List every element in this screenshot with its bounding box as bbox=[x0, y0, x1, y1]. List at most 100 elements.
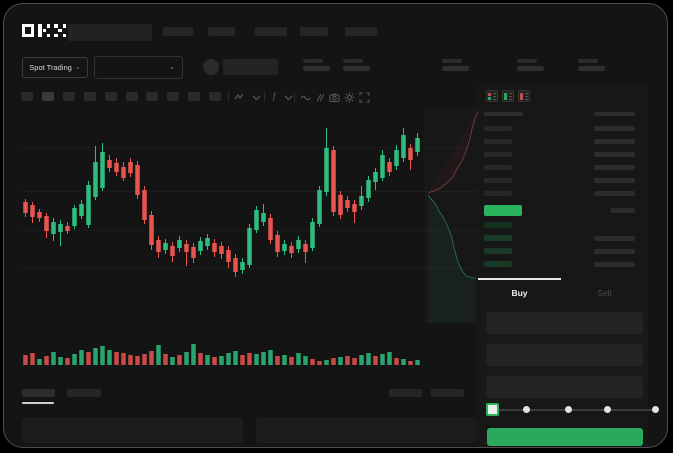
chevron-down-icon: ⌄ bbox=[74, 64, 81, 71]
orderbook-header-price-placeholder bbox=[484, 112, 523, 116]
chevron-down-icon: ⌄ bbox=[169, 64, 175, 71]
okx-logo-o bbox=[22, 24, 34, 37]
nav-item-placeholder[interactable] bbox=[345, 27, 377, 36]
instrument-name-placeholder bbox=[223, 59, 278, 75]
chart-gridline bbox=[22, 268, 478, 269]
bid-row-price-placeholder[interactable] bbox=[484, 261, 512, 267]
ask-row-amount-placeholder[interactable] bbox=[594, 139, 635, 144]
bid-row-amount-placeholder[interactable] bbox=[594, 249, 635, 254]
bid-row-price-placeholder[interactable] bbox=[484, 235, 512, 241]
slider-handle[interactable] bbox=[486, 403, 499, 416]
bids-only-icon[interactable] bbox=[502, 90, 514, 102]
chart-style-icon[interactable] bbox=[233, 91, 245, 103]
ticker-stat-value-placeholder bbox=[517, 66, 544, 71]
fullscreen-icon[interactable] bbox=[358, 91, 370, 103]
slider-dot[interactable] bbox=[652, 406, 659, 413]
bid-row-amount-placeholder[interactable] bbox=[594, 262, 635, 267]
orderbook-header-amount-placeholder bbox=[594, 112, 635, 116]
ticker-stat-value-placeholder bbox=[343, 66, 370, 71]
market-type-label: Spot Trading bbox=[29, 63, 72, 72]
okx-logo-x bbox=[54, 24, 66, 37]
ticker-stat-label-placeholder bbox=[343, 59, 363, 63]
ask-row-amount-placeholder[interactable] bbox=[594, 191, 635, 196]
settings-gear-icon[interactable] bbox=[343, 91, 355, 103]
slider-dot[interactable] bbox=[565, 406, 572, 413]
ticker-stat-label-placeholder bbox=[303, 59, 323, 63]
ticker-stat-value-placeholder bbox=[442, 66, 469, 71]
slider-dot[interactable] bbox=[523, 406, 530, 413]
bid-row-price-placeholder[interactable] bbox=[484, 248, 512, 254]
market-type-dropdown[interactable]: Spot Trading ⌄ bbox=[22, 57, 88, 78]
toolbar-separator bbox=[294, 91, 295, 102]
nav-item-placeholder[interactable] bbox=[300, 27, 328, 36]
last-price-amount-placeholder bbox=[610, 208, 635, 213]
bid-row-amount-placeholder[interactable] bbox=[594, 236, 635, 241]
ticker-stat-label-placeholder bbox=[442, 59, 462, 63]
orders-filter-placeholder[interactable] bbox=[389, 389, 422, 397]
nav-item-placeholder[interactable] bbox=[255, 27, 287, 36]
ticker-stat-value-placeholder bbox=[303, 66, 330, 71]
ask-row-price-placeholder[interactable] bbox=[484, 178, 512, 183]
price-input-placeholder[interactable] bbox=[486, 312, 643, 334]
chart-gridline bbox=[22, 191, 478, 192]
orders-table-placeholder bbox=[22, 417, 243, 443]
pair-selector-dropdown[interactable]: ⌄ bbox=[94, 56, 183, 79]
indicators-fx-icon[interactable]: ƒ bbox=[271, 91, 277, 101]
orders-filter-placeholder[interactable] bbox=[431, 389, 464, 397]
timeframe-button[interactable] bbox=[41, 92, 54, 101]
ticker-stat-label-placeholder bbox=[517, 59, 537, 63]
timeframe-button[interactable] bbox=[188, 92, 201, 101]
depth-chart-panel bbox=[425, 107, 479, 323]
sell-tab[interactable]: Sell bbox=[597, 288, 612, 298]
total-input-placeholder[interactable] bbox=[486, 376, 643, 398]
amount-input-placeholder[interactable] bbox=[486, 344, 643, 366]
header-search-placeholder[interactable] bbox=[68, 24, 152, 41]
buy-submit-button[interactable] bbox=[487, 428, 643, 446]
orders-tab-placeholder[interactable] bbox=[67, 389, 101, 397]
line-tool-icon[interactable] bbox=[299, 91, 311, 103]
camera-icon[interactable] bbox=[328, 91, 340, 103]
ask-row-amount-placeholder[interactable] bbox=[594, 178, 635, 183]
last-price-bar[interactable] bbox=[484, 205, 522, 216]
ask-row-price-placeholder[interactable] bbox=[484, 139, 512, 144]
asks-only-icon[interactable] bbox=[518, 90, 530, 102]
timeframe-button[interactable] bbox=[21, 92, 33, 101]
timeframe-button[interactable] bbox=[209, 92, 222, 101]
ask-row-price-placeholder[interactable] bbox=[484, 165, 512, 170]
ask-row-price-placeholder[interactable] bbox=[484, 152, 512, 157]
candlestick-chart bbox=[23, 128, 420, 277]
ask-row-amount-placeholder[interactable] bbox=[594, 152, 635, 157]
chart-gridline bbox=[22, 147, 478, 148]
combined-book-icon[interactable] bbox=[486, 90, 498, 102]
buy-tab-indicator bbox=[478, 278, 561, 280]
device-frame: Spot Trading ⌄ ⌄ ƒ bbox=[3, 3, 668, 448]
orders-tab-indicator bbox=[22, 402, 54, 404]
bid-row-price-placeholder[interactable] bbox=[484, 222, 512, 228]
timeframe-button[interactable] bbox=[146, 92, 159, 101]
ticker-stat-label-placeholder bbox=[578, 59, 598, 63]
compare-tool-icon[interactable] bbox=[313, 91, 325, 103]
instrument-coin-icon bbox=[203, 59, 219, 75]
timeframe-button[interactable] bbox=[167, 92, 180, 101]
orders-tab-active-placeholder[interactable] bbox=[22, 389, 55, 397]
nav-item-placeholder[interactable] bbox=[163, 27, 193, 36]
amount-slider-track[interactable] bbox=[492, 409, 655, 411]
timeframe-button[interactable] bbox=[83, 92, 96, 101]
ask-row-amount-placeholder[interactable] bbox=[594, 126, 635, 131]
timeframe-button[interactable] bbox=[104, 92, 117, 101]
toolbar-separator bbox=[264, 91, 265, 102]
ask-row-price-placeholder[interactable] bbox=[484, 126, 512, 131]
depth-chart bbox=[427, 108, 479, 323]
okx-logo bbox=[22, 24, 66, 37]
timeframe-button[interactable] bbox=[125, 92, 138, 101]
buy-tab[interactable]: Buy bbox=[511, 288, 528, 298]
slider-dot[interactable] bbox=[604, 406, 611, 413]
nav-item-placeholder[interactable] bbox=[208, 27, 235, 36]
ticker-stat-value-placeholder bbox=[578, 66, 605, 71]
ask-row-amount-placeholder[interactable] bbox=[594, 165, 635, 170]
chart-style-dropdown-icon[interactable] bbox=[250, 91, 262, 103]
timeframe-button[interactable] bbox=[62, 92, 75, 101]
ask-row-price-placeholder[interactable] bbox=[484, 191, 512, 196]
indicators-dropdown-icon[interactable] bbox=[282, 91, 294, 103]
